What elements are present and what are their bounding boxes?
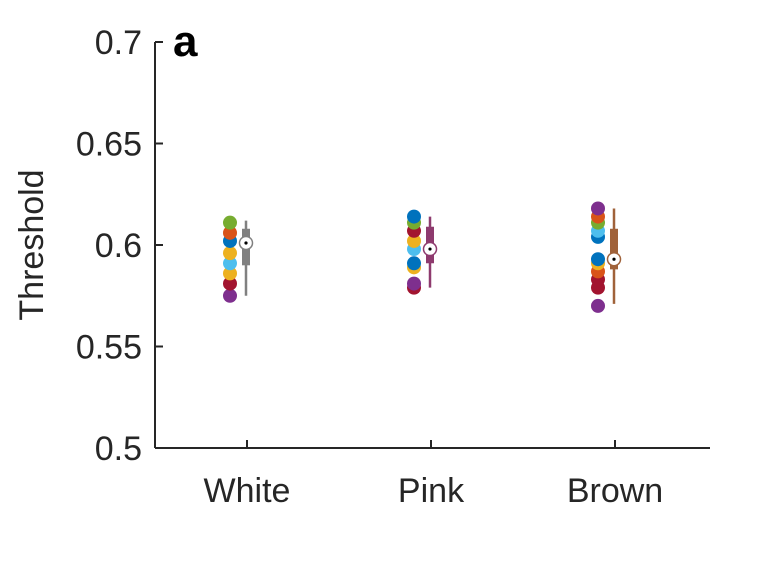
data-point [591,252,605,267]
data-point [407,276,421,291]
x-tick-label: Pink [398,472,465,510]
data-point [223,246,237,261]
y-tick-label: 0.7 [95,24,142,62]
data-point [407,209,421,224]
y-tick-label: 0.55 [76,329,142,367]
x-ticks: White Pink Brown [204,440,663,510]
y-tick-label: 0.65 [76,126,142,164]
category-group [223,215,254,303]
data-point [223,266,237,281]
data-point [223,276,237,291]
median-dot [244,241,248,245]
panel-label: a [173,17,198,66]
x-tick-label: White [204,472,291,510]
median-dot [428,247,432,251]
data-point [223,256,237,271]
data-point [407,233,421,248]
y-ticks: 0.5 0.55 0.6 0.65 0.7 [76,24,163,468]
x-tick-label: Brown [567,472,663,510]
data-point [223,215,237,230]
data-point [223,225,237,240]
data-point [407,256,421,271]
category-group [407,209,438,295]
y-axis-title: Threshold [13,169,51,320]
category-group [591,201,622,313]
data-point [591,298,605,313]
y-tick-label: 0.6 [95,227,142,265]
chart-marks [223,201,622,313]
median-dot [612,257,616,261]
y-tick-label: 0.5 [95,430,142,468]
box-iqr [610,228,618,270]
data-point [591,201,605,216]
data-point [223,288,237,303]
